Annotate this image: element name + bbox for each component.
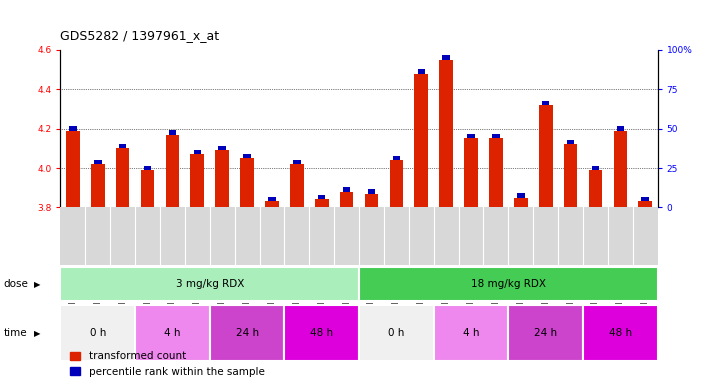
Bar bbox=[417, 69, 425, 73]
Text: 24 h: 24 h bbox=[235, 328, 259, 338]
Bar bbox=[589, 170, 602, 207]
Bar bbox=[119, 144, 127, 148]
Bar bbox=[340, 192, 353, 207]
Bar bbox=[315, 200, 328, 207]
Bar bbox=[284, 305, 359, 361]
Legend: transformed count, percentile rank within the sample: transformed count, percentile rank withi… bbox=[65, 347, 269, 381]
Bar bbox=[442, 55, 450, 60]
Bar bbox=[116, 148, 129, 207]
Bar bbox=[492, 134, 500, 139]
Bar bbox=[567, 140, 574, 144]
Bar bbox=[268, 197, 276, 202]
Bar bbox=[439, 60, 453, 207]
Text: GDS5282 / 1397961_x_at: GDS5282 / 1397961_x_at bbox=[60, 29, 220, 42]
Bar bbox=[641, 197, 649, 202]
Bar bbox=[265, 202, 279, 207]
Text: dose: dose bbox=[4, 279, 28, 289]
Bar bbox=[514, 197, 528, 207]
Bar bbox=[318, 195, 326, 200]
Bar bbox=[564, 144, 577, 207]
Bar bbox=[390, 160, 403, 207]
Text: 48 h: 48 h bbox=[310, 328, 333, 338]
Text: 4 h: 4 h bbox=[164, 328, 181, 338]
Bar bbox=[542, 101, 550, 105]
Bar bbox=[60, 305, 135, 361]
Bar bbox=[135, 305, 210, 361]
Bar bbox=[464, 139, 478, 207]
Bar bbox=[91, 164, 105, 207]
Bar bbox=[517, 193, 525, 197]
Bar bbox=[66, 131, 80, 207]
Bar bbox=[169, 130, 176, 134]
Bar bbox=[243, 154, 251, 158]
Bar bbox=[392, 156, 400, 160]
Bar bbox=[240, 158, 254, 207]
Bar bbox=[293, 160, 301, 164]
Text: time: time bbox=[4, 328, 27, 338]
Bar bbox=[489, 139, 503, 207]
Text: ▶: ▶ bbox=[34, 329, 41, 338]
Bar bbox=[141, 170, 154, 207]
Bar bbox=[193, 150, 201, 154]
Bar bbox=[94, 160, 102, 164]
Bar bbox=[359, 267, 658, 301]
Text: 4 h: 4 h bbox=[463, 328, 479, 338]
Bar bbox=[638, 202, 652, 207]
Text: 18 mg/kg RDX: 18 mg/kg RDX bbox=[471, 279, 546, 289]
Bar bbox=[290, 164, 304, 207]
Text: ▶: ▶ bbox=[34, 280, 41, 289]
Bar bbox=[359, 305, 434, 361]
Bar bbox=[368, 189, 375, 194]
Bar bbox=[365, 194, 378, 207]
Text: 0 h: 0 h bbox=[388, 328, 405, 338]
Bar bbox=[592, 166, 599, 170]
Bar bbox=[616, 126, 624, 131]
Bar bbox=[144, 166, 151, 170]
Bar bbox=[583, 305, 658, 361]
Bar bbox=[434, 305, 508, 361]
Bar bbox=[191, 154, 204, 207]
Bar bbox=[69, 126, 77, 131]
Bar bbox=[343, 187, 351, 192]
Bar bbox=[614, 131, 627, 207]
Bar bbox=[415, 73, 428, 207]
Bar bbox=[60, 267, 359, 301]
Text: 48 h: 48 h bbox=[609, 328, 632, 338]
Bar bbox=[166, 134, 179, 207]
Text: 0 h: 0 h bbox=[90, 328, 106, 338]
Bar bbox=[539, 105, 552, 207]
Bar bbox=[215, 150, 229, 207]
Bar bbox=[210, 305, 284, 361]
Bar bbox=[218, 146, 226, 150]
Bar bbox=[467, 134, 475, 139]
Text: 24 h: 24 h bbox=[534, 328, 557, 338]
Text: 3 mg/kg RDX: 3 mg/kg RDX bbox=[176, 279, 244, 289]
Bar bbox=[508, 305, 583, 361]
